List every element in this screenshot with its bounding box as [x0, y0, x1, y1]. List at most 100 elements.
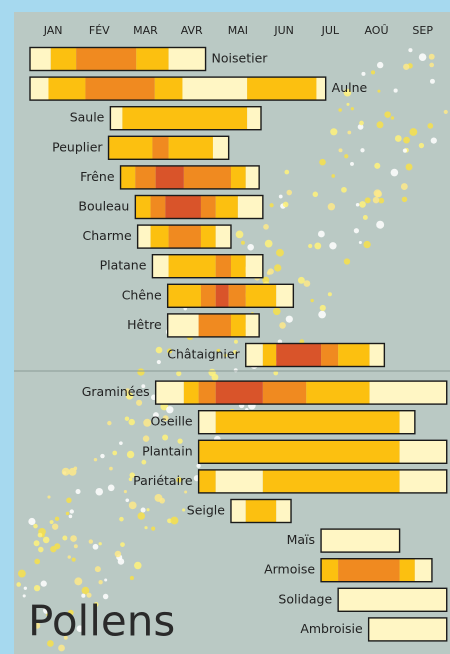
pollen-segment: [199, 470, 216, 493]
flower: [276, 249, 284, 257]
pollen-segment: [152, 136, 168, 159]
pollen-segment: [168, 284, 201, 307]
month-label: JUL: [321, 24, 340, 37]
pollen-segment: [199, 314, 231, 337]
plant-label: Bouleau: [78, 199, 129, 214]
pollen-segment: [231, 500, 246, 523]
month-label: SEP: [412, 24, 433, 37]
pollen-segment: [216, 411, 400, 434]
flower: [94, 458, 97, 461]
flower: [70, 535, 77, 542]
pollen-segment: [169, 48, 206, 71]
flower: [319, 159, 326, 166]
flower: [196, 464, 200, 468]
flower: [143, 435, 149, 441]
flower: [69, 515, 73, 519]
flower: [136, 400, 142, 406]
plant-label: Solidage: [278, 591, 332, 606]
flower: [351, 107, 354, 110]
plant-label: Aulne: [332, 80, 368, 95]
pollen-segment: [400, 411, 415, 434]
plant-label: Graminées: [82, 384, 150, 399]
flower: [66, 498, 71, 503]
flower: [318, 311, 326, 319]
flower: [54, 543, 60, 549]
flower: [341, 187, 347, 193]
chart: Pollens JANFÉVMARAVRMAIJUNJULAOÛSEPNoise…: [0, 0, 450, 654]
plant-label: Plantain: [142, 443, 193, 458]
flower: [236, 231, 244, 239]
pollen-segment: [246, 500, 276, 523]
pollen-segment: [135, 166, 155, 189]
flower: [125, 416, 129, 420]
pollen-segment: [263, 344, 276, 367]
pollen-segment: [51, 48, 76, 71]
flower: [89, 539, 93, 543]
flower: [409, 128, 417, 136]
month-label: JUN: [273, 24, 294, 37]
flower: [127, 451, 134, 458]
flower: [34, 540, 40, 546]
flower: [391, 169, 399, 177]
pollen-segment: [138, 225, 151, 248]
flower: [403, 137, 410, 144]
flower: [234, 340, 238, 344]
flower: [263, 224, 269, 230]
flower: [328, 292, 332, 296]
plant-label: Pariétaire: [133, 473, 193, 488]
pollen-segment: [182, 77, 247, 100]
flower: [156, 347, 163, 354]
flower: [346, 103, 349, 106]
flower: [70, 509, 74, 513]
pollen-segment: [201, 284, 216, 307]
flower: [310, 299, 313, 302]
pollen-segment: [165, 196, 201, 219]
plant-label: Ambroisie: [300, 621, 363, 636]
flower: [76, 489, 81, 494]
pollen-segment: [109, 136, 153, 159]
flower: [234, 368, 238, 372]
flower: [115, 551, 121, 557]
flower: [162, 435, 168, 441]
flower: [130, 576, 134, 580]
flower: [211, 374, 218, 381]
flower: [62, 468, 70, 476]
flower: [74, 467, 78, 471]
flower: [304, 280, 311, 287]
pollen-segment: [199, 411, 216, 434]
flower: [270, 203, 274, 207]
flower: [408, 48, 412, 52]
flower: [267, 271, 271, 275]
plant-label: Peuplier: [52, 139, 103, 154]
pollen-segment: [231, 314, 246, 337]
flower: [401, 183, 408, 190]
pollen-segment: [110, 107, 122, 130]
pollen-segment: [135, 196, 150, 219]
flower: [134, 562, 142, 570]
pollen-segment: [369, 618, 447, 641]
flower: [363, 215, 368, 220]
flower: [318, 231, 325, 238]
flower: [374, 163, 380, 169]
flower: [328, 203, 335, 210]
flower: [285, 170, 290, 175]
pollen-segment: [338, 559, 399, 582]
pollen-segment: [216, 284, 229, 307]
flower: [129, 501, 137, 509]
flower: [279, 195, 283, 199]
flower: [377, 62, 383, 68]
flower: [58, 645, 65, 652]
flower: [331, 174, 335, 178]
flower: [52, 524, 58, 530]
flower: [360, 148, 364, 152]
pollen-segment: [169, 136, 213, 159]
flower: [95, 566, 101, 572]
flower: [329, 242, 336, 249]
flower: [286, 316, 293, 323]
flower: [112, 451, 117, 456]
flower: [359, 201, 366, 208]
flower: [279, 322, 286, 329]
pollen-segment: [370, 381, 447, 404]
flower: [23, 594, 26, 597]
flower: [363, 241, 370, 248]
